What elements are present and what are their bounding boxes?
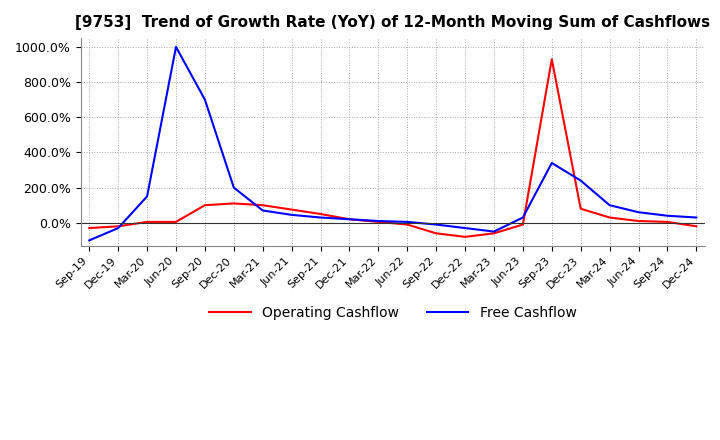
Operating Cashflow [634, 218, 643, 224]
Title: [9753]  Trend of Growth Rate (YoY) of 12-Month Moving Sum of Cashflows: [9753] Trend of Growth Rate (YoY) of 12-… [75, 15, 711, 30]
Operating Cashflow [547, 57, 556, 62]
Free Cashflow [201, 97, 210, 103]
Operating Cashflow [577, 206, 585, 211]
Operating Cashflow [258, 202, 267, 208]
Free Cashflow [85, 238, 94, 243]
Operating Cashflow [403, 222, 412, 227]
Free Cashflow [461, 225, 469, 231]
Operating Cashflow [518, 222, 527, 227]
Operating Cashflow [287, 207, 296, 212]
Free Cashflow [606, 202, 614, 208]
Free Cashflow [374, 218, 382, 224]
Operating Cashflow [230, 201, 238, 206]
Operating Cashflow [663, 219, 672, 224]
Operating Cashflow [316, 211, 325, 216]
Free Cashflow [518, 215, 527, 220]
Operating Cashflow [606, 215, 614, 220]
Operating Cashflow [692, 224, 701, 229]
Free Cashflow [114, 225, 122, 231]
Free Cashflow [432, 222, 441, 227]
Operating Cashflow [114, 224, 122, 229]
Free Cashflow [316, 215, 325, 220]
Free Cashflow [634, 209, 643, 215]
Operating Cashflow [171, 219, 180, 224]
Line: Operating Cashflow: Operating Cashflow [89, 59, 696, 237]
Operating Cashflow [345, 216, 354, 222]
Free Cashflow [287, 212, 296, 217]
Operating Cashflow [201, 202, 210, 208]
Free Cashflow [490, 229, 498, 234]
Free Cashflow [577, 178, 585, 183]
Operating Cashflow [461, 234, 469, 239]
Operating Cashflow [374, 219, 382, 224]
Operating Cashflow [490, 231, 498, 236]
Free Cashflow [547, 160, 556, 165]
Free Cashflow [171, 44, 180, 50]
Free Cashflow [143, 194, 151, 199]
Free Cashflow [230, 185, 238, 190]
Free Cashflow [403, 219, 412, 224]
Free Cashflow [663, 213, 672, 218]
Free Cashflow [692, 215, 701, 220]
Free Cashflow [345, 216, 354, 222]
Line: Free Cashflow: Free Cashflow [89, 47, 696, 240]
Operating Cashflow [432, 231, 441, 236]
Free Cashflow [258, 208, 267, 213]
Operating Cashflow [85, 225, 94, 231]
Operating Cashflow [143, 219, 151, 224]
Legend: Operating Cashflow, Free Cashflow: Operating Cashflow, Free Cashflow [204, 301, 582, 326]
